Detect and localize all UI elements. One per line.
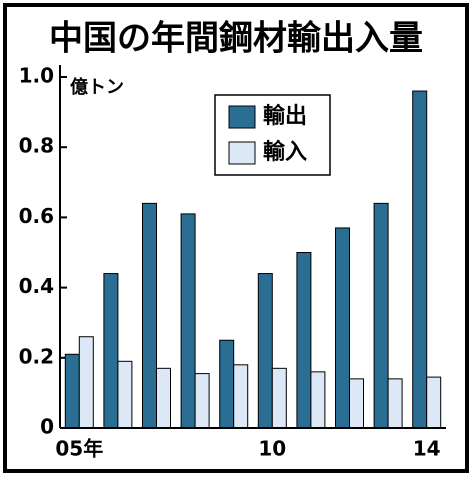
bar <box>349 378 364 429</box>
x-tick-label: 05年 <box>55 437 103 461</box>
bar <box>117 360 133 429</box>
y-tick-label: 0.6 <box>19 204 54 228</box>
bar <box>310 371 326 429</box>
bar <box>387 378 403 429</box>
y-tick-label: 0 <box>40 415 54 439</box>
y-tick-label: 1.0 <box>19 64 54 88</box>
unit-label: 億トン <box>70 76 124 98</box>
x-tick-label: 10 <box>258 437 286 461</box>
legend-swatch <box>228 105 256 129</box>
bar <box>103 273 119 429</box>
bar <box>156 367 171 429</box>
bar <box>233 364 249 429</box>
bar <box>219 339 235 429</box>
x-tick-label: 14 <box>413 437 441 461</box>
y-tick-label: 0.4 <box>19 274 54 298</box>
bar <box>296 252 312 429</box>
bar <box>194 373 210 429</box>
y-tick-label: 0.8 <box>19 134 54 158</box>
bar <box>412 90 428 429</box>
bar <box>257 273 273 429</box>
bar <box>373 202 389 429</box>
bar <box>142 202 157 429</box>
legend-swatch <box>228 141 256 165</box>
y-tick-label: 0.2 <box>19 344 54 368</box>
legend-label: 輸出 <box>263 103 307 129</box>
bar <box>180 213 196 429</box>
bar <box>78 336 94 429</box>
bar <box>64 353 80 429</box>
chart-title: 中国の年間鋼材輸出入量 <box>49 19 423 59</box>
bar <box>271 367 287 429</box>
legend-label: 輸入 <box>263 139 307 165</box>
bar <box>426 376 442 429</box>
bar <box>335 227 350 429</box>
